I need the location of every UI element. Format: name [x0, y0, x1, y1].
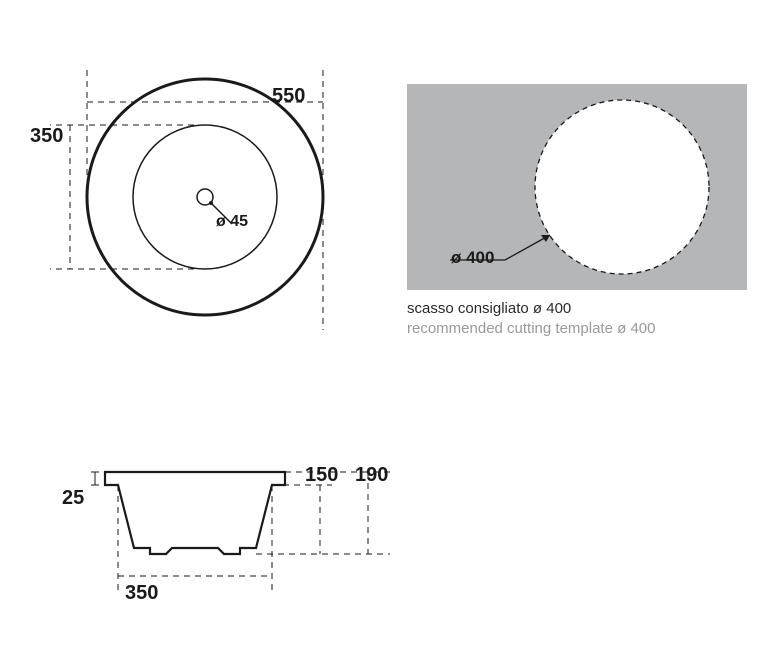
caption-english: recommended cutting template ø 400 [407, 320, 655, 337]
top-view-svg [0, 0, 360, 340]
dim-width: 350 [125, 582, 158, 605]
caption-italian: scasso consigliato ø 400 [407, 300, 571, 317]
dim-outer-diameter: 550 [272, 85, 305, 108]
dim-template-hole: ø 400 [451, 248, 494, 268]
dim-drain: ø 45 [216, 213, 248, 231]
dim-bowl-height: 150 [305, 464, 338, 487]
side-view-svg [60, 430, 460, 630]
dim-total-height: 190 [355, 464, 388, 487]
dim-rim-height: 25 [62, 487, 84, 510]
dim-inner-diameter: 350 [30, 125, 63, 148]
technical-drawing: 550 350 ø 45 ø 400 scasso consigliato ø … [0, 0, 780, 650]
